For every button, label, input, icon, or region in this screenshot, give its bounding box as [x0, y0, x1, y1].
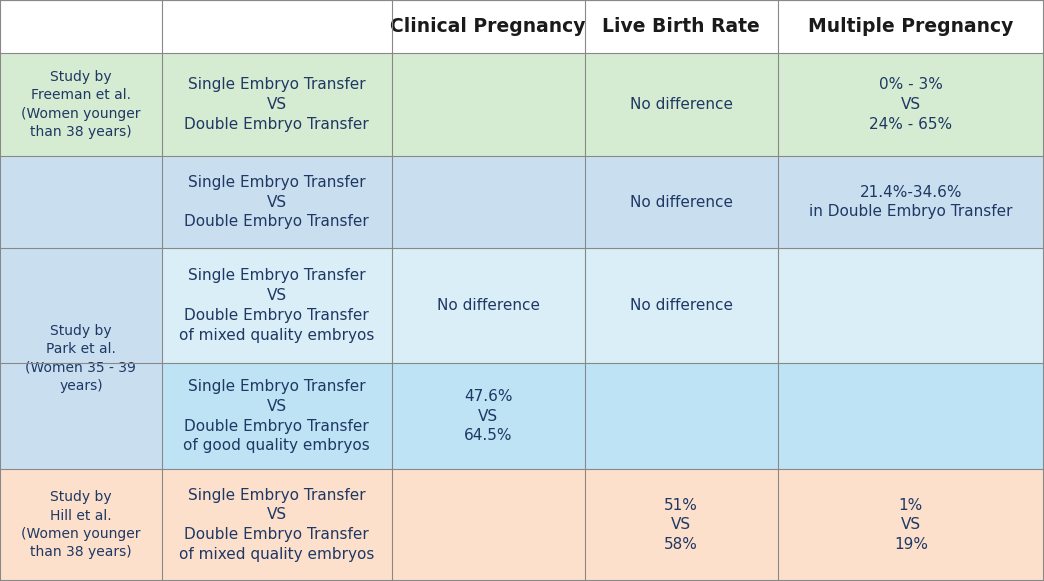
Text: 47.6%
VS
64.5%: 47.6% VS 64.5%: [464, 389, 513, 443]
Bar: [0, 156, 1044, 248]
Text: Study by
Freeman et al.
(Women younger
than 38 years): Study by Freeman et al. (Women younger t…: [21, 70, 141, 139]
Text: Single Embryo Transfer
VS
Double Embryo Transfer
of good quality embryos: Single Embryo Transfer VS Double Embryo …: [184, 379, 370, 453]
Bar: [0, 469, 1044, 581]
Text: No difference: No difference: [436, 298, 540, 313]
Bar: [0, 248, 162, 469]
Bar: [0, 156, 162, 248]
Text: 51%
VS
58%: 51% VS 58%: [664, 497, 698, 552]
Text: 21.4%-34.6%
in Double Embryo Transfer: 21.4%-34.6% in Double Embryo Transfer: [809, 185, 1013, 220]
Text: Study by
Park et al.
(Women 35 - 39
years): Study by Park et al. (Women 35 - 39 year…: [25, 324, 137, 393]
Text: Single Embryo Transfer
VS
Double Embryo Transfer
of mixed quality embryos: Single Embryo Transfer VS Double Embryo …: [179, 268, 375, 343]
Text: Single Embryo Transfer
VS
Double Embryo Transfer: Single Embryo Transfer VS Double Embryo …: [185, 175, 369, 229]
Bar: [0, 53, 162, 156]
Text: Multiple Pregnancy: Multiple Pregnancy: [808, 17, 1014, 36]
Text: Single Embryo Transfer
VS
Double Embryo Transfer
of mixed quality embryos: Single Embryo Transfer VS Double Embryo …: [179, 487, 375, 562]
Text: No difference: No difference: [630, 195, 733, 210]
Bar: [0, 248, 1044, 364]
Text: No difference: No difference: [630, 97, 733, 112]
Text: Study by
Hill et al.
(Women younger
than 38 years): Study by Hill et al. (Women younger than…: [21, 490, 141, 560]
Text: 1%
VS
19%: 1% VS 19%: [894, 497, 928, 552]
Text: Clinical Pregnancy: Clinical Pregnancy: [390, 17, 586, 36]
Text: 0% - 3%
VS
24% - 65%: 0% - 3% VS 24% - 65%: [870, 77, 952, 132]
Bar: [0, 364, 1044, 469]
Bar: [0, 0, 1044, 53]
Text: Single Embryo Transfer
VS
Double Embryo Transfer: Single Embryo Transfer VS Double Embryo …: [185, 77, 369, 132]
Bar: [0, 53, 1044, 156]
Bar: [0, 469, 162, 581]
Text: No difference: No difference: [630, 298, 733, 313]
Text: Live Birth Rate: Live Birth Rate: [602, 17, 760, 36]
